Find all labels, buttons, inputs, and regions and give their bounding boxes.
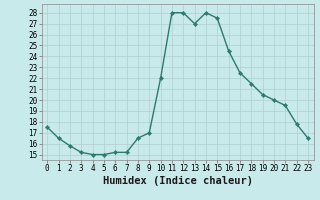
- X-axis label: Humidex (Indice chaleur): Humidex (Indice chaleur): [103, 176, 252, 186]
